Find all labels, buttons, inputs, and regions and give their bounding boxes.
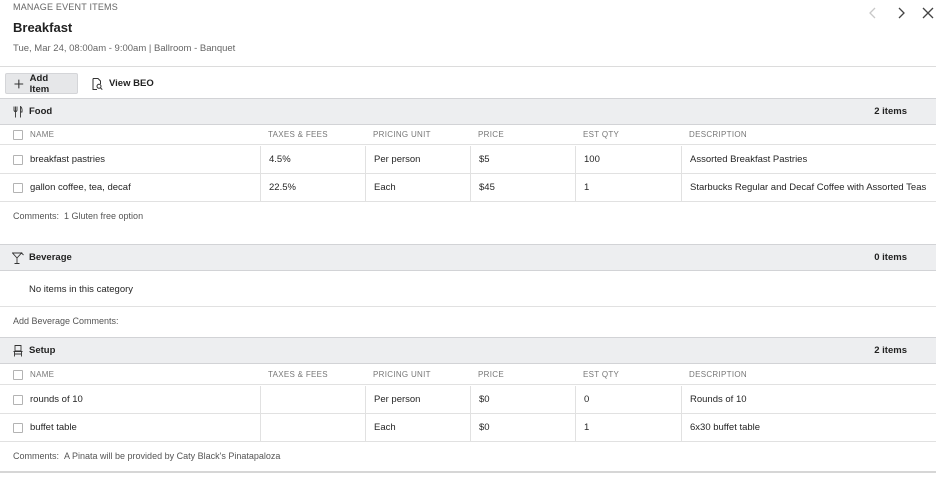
page-header: MANAGE EVENT ITEMS Breakfast Tue, Mar 24… [0, 0, 936, 67]
col-description: DESCRIPTION [689, 370, 747, 379]
plus-icon [14, 79, 24, 88]
item-price: $0 [470, 386, 575, 413]
add-item-button[interactable]: Add Item [5, 72, 78, 95]
view-beo-button[interactable]: View BEO [84, 73, 162, 94]
item-description: Starbucks Regular and Decaf Coffee with … [681, 174, 936, 201]
comments-label: Comments: [13, 451, 60, 461]
item-est-qty: 0 [575, 386, 681, 413]
item-price: $45 [470, 174, 575, 201]
row-checkbox[interactable] [13, 154, 23, 165]
section-count-setup: 2 items [874, 345, 907, 356]
col-taxes: TAXES & FEES [268, 130, 328, 139]
select-all-checkbox-food[interactable] [13, 129, 23, 140]
section-header-setup[interactable]: Setup 2 items [0, 337, 936, 364]
chevron-right-icon[interactable] [892, 4, 910, 22]
item-taxes [260, 386, 365, 413]
item-taxes: 22.5% [260, 174, 365, 201]
col-name: NAME [30, 130, 55, 139]
item-description: Assorted Breakfast Pastries [681, 146, 936, 173]
col-est-qty: EST QTY [583, 130, 620, 139]
section-title-setup: Setup [29, 345, 56, 356]
empty-category-text: No items in this category [29, 284, 134, 295]
add-item-label: Add Item [29, 72, 50, 95]
section-header-food[interactable]: Food 2 items [0, 98, 936, 125]
item-price: $5 [470, 146, 575, 173]
cocktail-icon [12, 252, 24, 264]
page-title: Breakfast [13, 20, 73, 35]
table-row[interactable]: breakfast pastries 4.5% Per person $5 10… [0, 146, 936, 174]
section-title-food: Food [29, 106, 53, 117]
col-taxes: TAXES & FEES [268, 370, 328, 379]
item-pricing-unit: Each [365, 414, 470, 441]
item-pricing-unit: Per person [365, 386, 470, 413]
item-name: breakfast pastries [30, 154, 105, 165]
utensils-icon [12, 106, 24, 118]
page-eyebrow: MANAGE EVENT ITEMS [13, 2, 118, 12]
item-taxes [260, 414, 365, 441]
toolbar: Add Item View BEO [0, 67, 936, 99]
chair-icon [12, 345, 24, 357]
item-description: Rounds of 10 [681, 386, 936, 413]
item-est-qty: 100 [575, 146, 681, 173]
col-pricing-unit: PRICING UNIT [373, 130, 431, 139]
item-name: gallon coffee, tea, decaf [30, 182, 131, 193]
item-name: rounds of 10 [30, 394, 83, 405]
item-price: $0 [470, 414, 575, 441]
table-row[interactable]: buffet table Each $0 1 6x30 buffet table [0, 414, 936, 442]
food-comments[interactable]: Comments: 1 Gluten free option [13, 211, 143, 221]
col-name: NAME [30, 370, 55, 379]
col-description: DESCRIPTION [689, 130, 747, 139]
setup-comments[interactable]: Comments: A Pinata will be provided by Ca… [13, 451, 280, 461]
table-header-setup: NAME TAXES & FEES PRICING UNIT PRICE EST… [0, 365, 936, 385]
close-icon[interactable] [919, 4, 936, 22]
document-search-icon [92, 77, 103, 90]
table-header-food: NAME TAXES & FEES PRICING UNIT PRICE EST… [0, 125, 936, 145]
comments-label: Comments: [13, 211, 60, 221]
row-checkbox[interactable] [13, 422, 23, 433]
view-beo-label: View BEO [109, 78, 154, 89]
event-subtitle: Tue, Mar 24, 08:00am - 9:00am | Ballroom… [13, 43, 236, 54]
col-price: PRICE [478, 370, 504, 379]
col-est-qty: EST QTY [583, 370, 620, 379]
table-row[interactable]: rounds of 10 Per person $0 0 Rounds of 1… [0, 386, 936, 414]
row-checkbox[interactable] [13, 182, 23, 193]
comments-value: A Pinata will be provided by Caty Black'… [64, 451, 281, 461]
comments-value: 1 Gluten free option [64, 211, 144, 221]
chevron-left-icon[interactable] [864, 4, 882, 22]
item-est-qty: 1 [575, 414, 681, 441]
item-name: buffet table [30, 422, 77, 433]
section-title-beverage: Beverage [29, 252, 72, 263]
add-beverage-comments-link[interactable]: Add Beverage Comments: [13, 316, 119, 326]
table-row[interactable]: gallon coffee, tea, decaf 22.5% Each $45… [0, 174, 936, 202]
item-est-qty: 1 [575, 174, 681, 201]
row-checkbox[interactable] [13, 394, 23, 405]
divider [0, 471, 936, 473]
col-price: PRICE [478, 130, 504, 139]
section-count-food: 2 items [874, 106, 907, 117]
divider [0, 306, 936, 307]
item-pricing-unit: Per person [365, 146, 470, 173]
section-count-beverage: 0 items [874, 252, 907, 263]
item-pricing-unit: Each [365, 174, 470, 201]
select-all-checkbox-setup[interactable] [13, 369, 23, 380]
item-description: 6x30 buffet table [681, 414, 936, 441]
section-header-beverage[interactable]: Beverage 0 items [0, 244, 936, 271]
col-pricing-unit: PRICING UNIT [373, 370, 431, 379]
item-taxes: 4.5% [260, 146, 365, 173]
